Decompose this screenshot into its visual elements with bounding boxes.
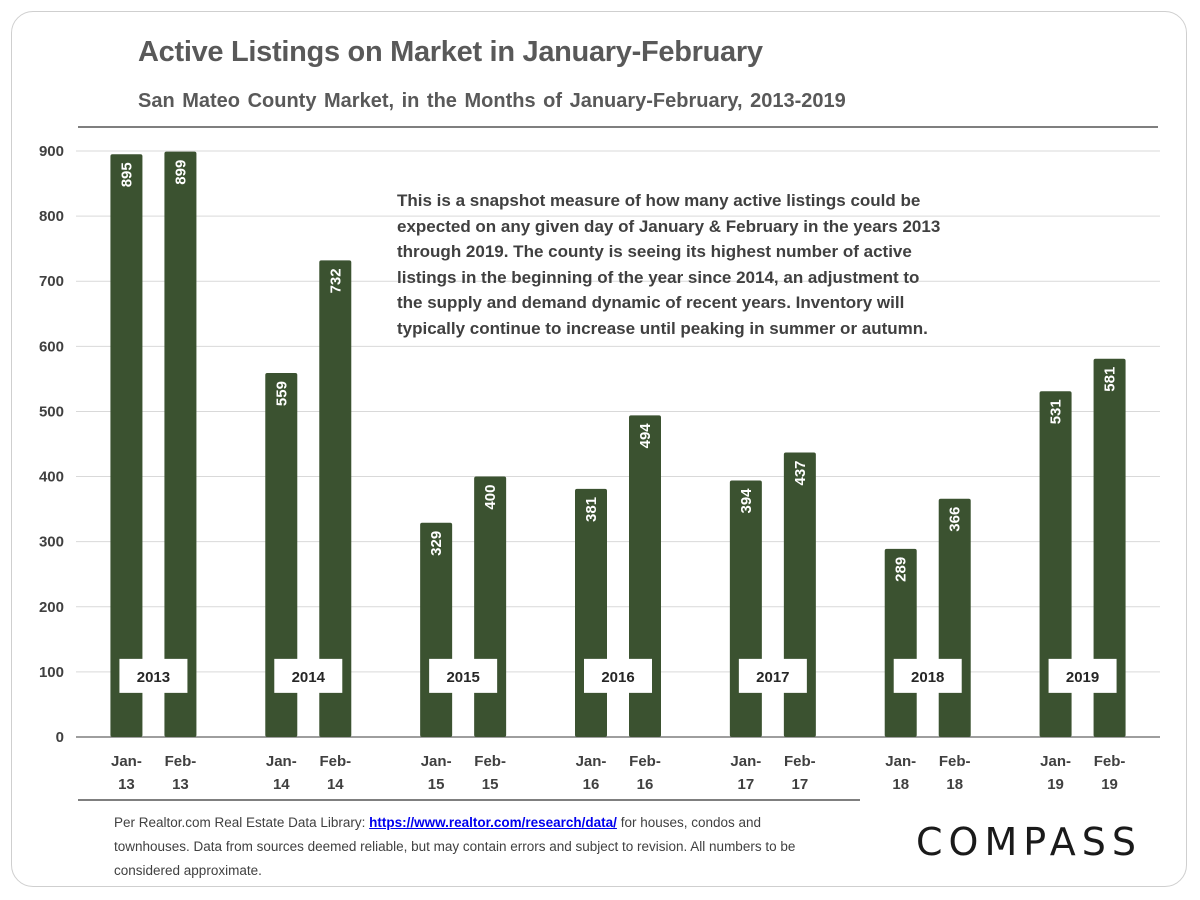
- x-tick-label: Feb-: [165, 753, 197, 770]
- year-label: 2013: [137, 669, 170, 686]
- bar-value-label: 394: [738, 488, 755, 514]
- bar: [110, 154, 143, 737]
- x-tick-label: Feb-: [1094, 753, 1126, 770]
- x-tick-label: Jan-: [1040, 753, 1071, 770]
- bar: [164, 151, 197, 737]
- x-tick-label: 18: [892, 776, 909, 793]
- bar: [783, 452, 816, 737]
- year-label-box: [893, 658, 962, 693]
- year-label: 2019: [1066, 669, 1099, 686]
- year-label: 2016: [601, 669, 634, 686]
- bar-value-label: 895: [118, 162, 135, 187]
- y-tick-label: 600: [39, 338, 64, 355]
- x-tick-label: Jan-: [885, 753, 916, 770]
- y-tick-label: 700: [39, 273, 64, 290]
- x-tick-label: 14: [327, 776, 344, 793]
- x-tick-label: Jan-: [266, 753, 297, 770]
- chart-title: Active Listings on Market in January-Feb…: [138, 36, 763, 68]
- x-tick-label: 18: [946, 776, 963, 793]
- bar: [1093, 358, 1126, 737]
- x-tick-label: 16: [583, 776, 600, 793]
- bar-value-label: 531: [1048, 399, 1065, 424]
- x-tick-label: Jan-: [576, 753, 607, 770]
- bar-value-label: 289: [893, 557, 910, 582]
- source-footer: Per Realtor.com Real Estate Data Library…: [114, 811, 814, 883]
- x-tick-label: Feb-: [784, 753, 816, 770]
- x-tick-label: Feb-: [939, 753, 971, 770]
- bar-value-label: 581: [1102, 367, 1119, 392]
- x-tick-label: 13: [172, 776, 189, 793]
- bar-value-label: 400: [482, 485, 499, 510]
- x-tick-label: 15: [428, 776, 445, 793]
- bar: [319, 260, 352, 737]
- x-tick-label: Feb-: [474, 753, 506, 770]
- y-tick-label: 500: [39, 403, 64, 420]
- bar-value-label: 366: [947, 507, 964, 532]
- bar-value-label: 329: [428, 531, 445, 556]
- chart-subtitle: San Mateo County Market, in the Months o…: [138, 90, 846, 112]
- x-tick-label: 19: [1101, 776, 1118, 793]
- x-tick-label: Jan-: [111, 753, 142, 770]
- bar: [474, 476, 507, 737]
- x-tick-label: 13: [118, 776, 135, 793]
- y-tick-label: 200: [39, 599, 64, 616]
- x-tick-label: 14: [273, 776, 290, 793]
- y-tick-label: 400: [39, 469, 64, 486]
- top-divider: [78, 126, 1158, 128]
- x-tick-label: 17: [738, 776, 755, 793]
- x-tick-label: 16: [637, 776, 654, 793]
- year-label-box: [584, 658, 652, 693]
- x-tick-label: 19: [1047, 776, 1064, 793]
- y-tick-label: 300: [39, 534, 64, 551]
- bar-value-label: 899: [172, 160, 189, 185]
- x-tick-label: Jan-: [421, 753, 452, 770]
- bar: [729, 480, 762, 737]
- year-label: 2018: [911, 669, 944, 686]
- x-tick-label: Jan-: [730, 753, 761, 770]
- bar-value-label: 732: [327, 268, 344, 293]
- bar-value-label: 494: [637, 423, 654, 449]
- y-tick-label: 900: [39, 143, 64, 160]
- year-label-box: [119, 658, 188, 693]
- footer-prefix: Per Realtor.com Real Estate Data Library…: [114, 815, 370, 830]
- footer-suffix: for houses, condos and townhouses. Data …: [114, 815, 796, 878]
- x-tick-label: Feb-: [319, 753, 351, 770]
- source-link[interactable]: https://www.realtor.com/research/data/: [369, 815, 617, 830]
- y-tick-label: 0: [56, 729, 64, 746]
- bar: [629, 415, 661, 737]
- bar-value-label: 381: [583, 497, 600, 522]
- year-label: 2017: [756, 669, 789, 686]
- year-label: 2014: [292, 669, 326, 686]
- chart-card: [11, 11, 1187, 887]
- year-label: 2015: [446, 669, 479, 686]
- compass-logo: COMPASS: [916, 820, 1142, 864]
- y-tick-label: 100: [39, 664, 64, 681]
- x-tick-label: Feb-: [629, 753, 661, 770]
- bar: [265, 373, 298, 737]
- y-tick-label: 800: [39, 208, 64, 225]
- year-label-box: [274, 658, 343, 693]
- bar: [575, 488, 607, 737]
- bar-value-label: 437: [792, 460, 809, 485]
- year-label-box: [1048, 658, 1117, 693]
- bar: [938, 498, 971, 737]
- year-label-box: [738, 658, 807, 693]
- x-tick-label: 17: [792, 776, 809, 793]
- year-label-box: [429, 658, 498, 693]
- chart-annotation: This is a snapshot measure of how many a…: [397, 191, 941, 338]
- x-tick-label: 15: [482, 776, 499, 793]
- bottom-divider: [78, 799, 860, 801]
- bar: [1039, 391, 1072, 737]
- bar-value-label: 559: [273, 381, 290, 406]
